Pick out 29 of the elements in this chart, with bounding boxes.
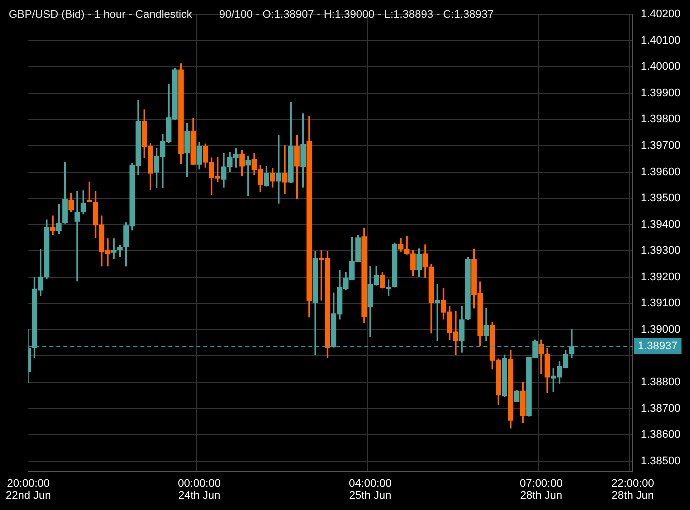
- y-tick-label: 1.39800: [641, 114, 681, 126]
- y-tick-label: 1.39300: [641, 245, 681, 258]
- y-tick-label: 1.39200: [641, 271, 681, 284]
- y-tick-label: 1.38700: [641, 402, 681, 415]
- candlestick: [282, 146, 288, 194]
- y-tick-label: 1.39900: [641, 87, 681, 100]
- y-tick-label: 1.39000: [641, 324, 681, 336]
- x-tick-label: 00:00:00 24th Jun: [178, 478, 221, 502]
- x-tick-label: 22:00:00 28th Jun: [612, 478, 654, 502]
- y-tick-label: 1.39600: [641, 166, 681, 178]
- y-tick-label: 1.39700: [641, 140, 681, 152]
- x-tick-label: 07:00:00 28th Jun: [520, 478, 563, 502]
- y-tick-label: 1.39400: [641, 218, 681, 231]
- y-tick-label: 1.40200: [641, 8, 681, 21]
- x-tick-label: 20:00:00 22nd Jun: [6, 478, 52, 502]
- x-tick-label: 04:00:00 25th Jun: [349, 478, 392, 502]
- candlestick: [50, 216, 56, 236]
- y-tick-label: 1.40100: [641, 34, 681, 47]
- y-tick-label: 1.39500: [641, 192, 681, 205]
- candlestick: [276, 135, 282, 204]
- y-tick-label: 1.38500: [641, 455, 681, 468]
- ref-line-label: 1.38937: [638, 340, 678, 352]
- chart-title: GBP/USD (Bid) - 1 hour - Candlestick: [9, 9, 193, 22]
- y-tick-label: 1.38600: [641, 429, 681, 442]
- y-tick-label: 1.38800: [641, 376, 681, 388]
- chart-subtitle: 90/100 - O:1.38907 - H:1.39000 - L:1.38893 - C:1.38937: [219, 9, 494, 22]
- y-tick-label: 1.40000: [641, 61, 681, 74]
- candlestick: [74, 191, 80, 282]
- y-tick-label: 1.39100: [641, 298, 681, 310]
